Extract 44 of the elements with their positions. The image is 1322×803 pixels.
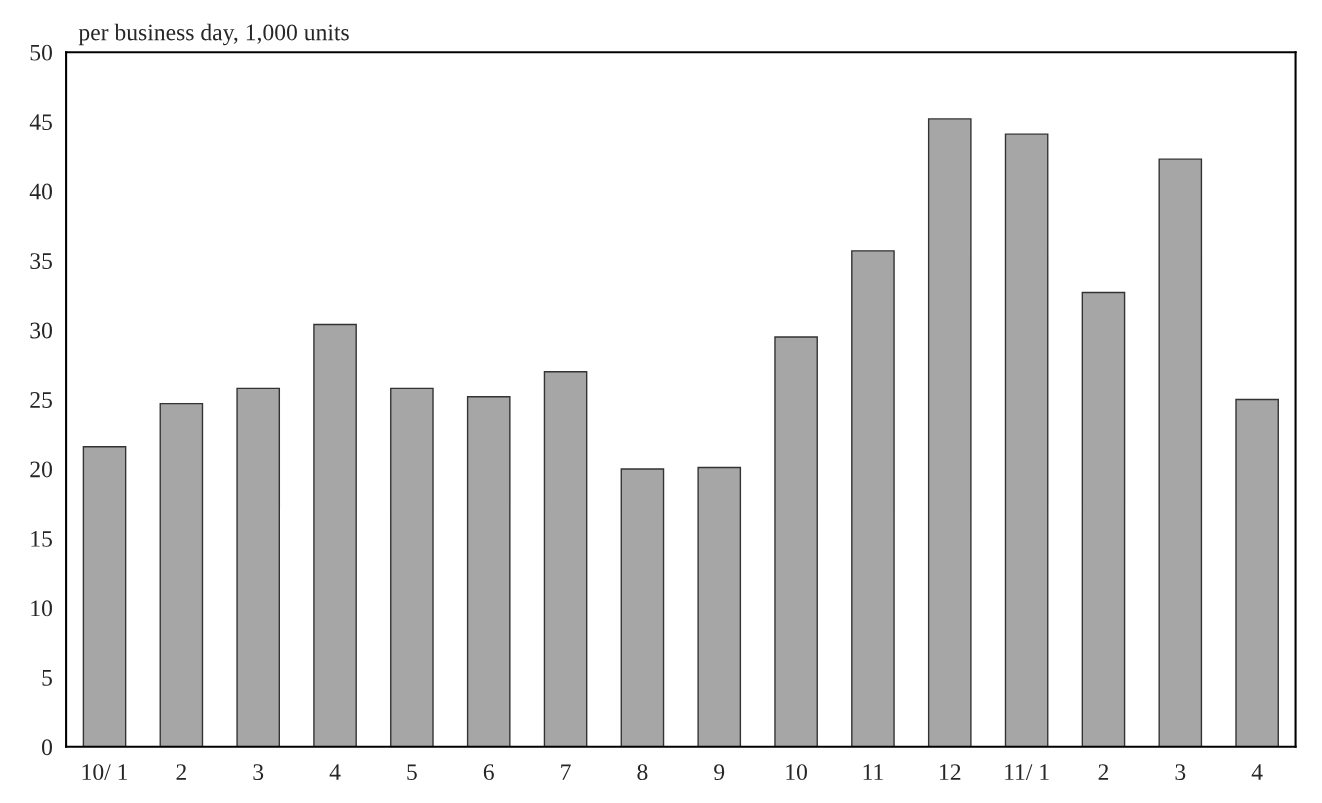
x-tick-label: 2 (176, 764, 186, 780)
bar (159, 402, 204, 747)
bar (313, 323, 357, 747)
bar (82, 446, 127, 747)
y-tick-label: 20 (30, 461, 53, 478)
x-tick-label: 4 (329, 764, 341, 780)
x-tick-label: 6 (483, 764, 494, 781)
x-tick-label: 3 (253, 764, 264, 781)
y-tick-label: 5 (42, 670, 52, 686)
y-tick-label: 35 (30, 253, 52, 269)
bar (1004, 133, 1049, 747)
x-tick-label: 3 (1175, 764, 1186, 781)
x-tick-label: 11 (863, 764, 883, 780)
bar (1081, 291, 1126, 747)
y-tick-label: 15 (31, 531, 52, 547)
y-axis-title: per business day, 1,000 units (78, 23, 349, 46)
bar (1235, 398, 1279, 747)
y-tick-label: 0 (42, 739, 53, 756)
bar (466, 396, 511, 747)
y-tick-label: 30 (30, 322, 53, 339)
y-tick-label: 40 (29, 183, 53, 200)
x-tick-label: 7 (561, 764, 571, 780)
y-tick-label: 25 (30, 392, 52, 408)
y-tick-label: 45 (29, 114, 52, 131)
bar (390, 387, 434, 747)
bar (543, 371, 588, 747)
x-tick-label: 5 (407, 764, 417, 781)
x-tick-label: 12 (940, 764, 961, 780)
x-tick-label: 10 (786, 764, 807, 781)
x-tick-label: 9 (714, 764, 725, 781)
x-tick-label: 11/ 1 (1005, 764, 1049, 781)
bar (1158, 158, 1203, 747)
bar (236, 387, 281, 747)
bar (697, 466, 742, 747)
bar (927, 118, 972, 747)
x-tick-label: 8 (637, 764, 648, 781)
x-tick-label: 10/ 1 (82, 764, 128, 781)
bar (851, 250, 895, 747)
bar (774, 336, 818, 747)
y-tick-label: 10 (31, 600, 53, 617)
bar (620, 468, 665, 747)
y-tick-label: 50 (30, 44, 53, 61)
x-tick-label: 4 (1251, 764, 1263, 780)
x-tick-label: 2 (1098, 764, 1109, 780)
